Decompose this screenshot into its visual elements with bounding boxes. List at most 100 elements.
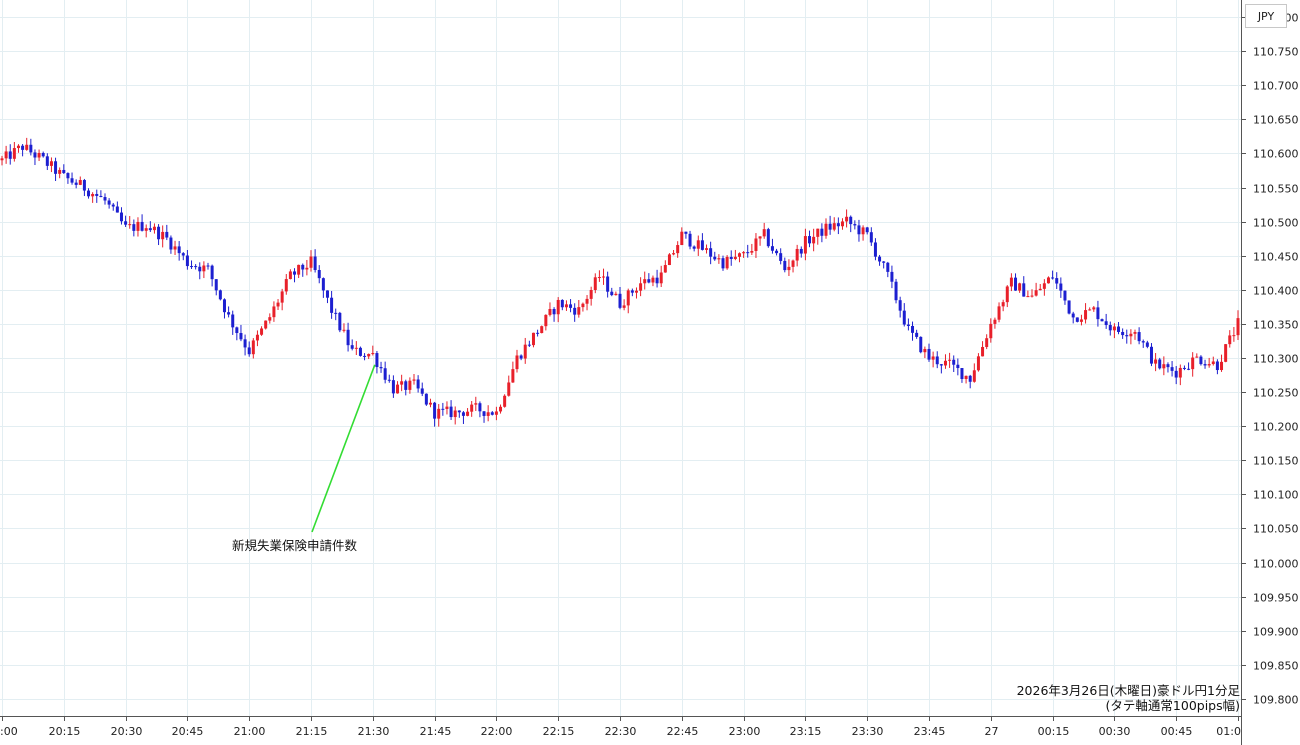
candle-body — [124, 221, 128, 225]
candle-body — [210, 265, 214, 280]
candle-body — [457, 410, 461, 413]
candle-body — [630, 290, 634, 293]
candle-body — [733, 256, 737, 259]
price-tick-label: 110.200 — [1253, 421, 1299, 434]
candle-body — [783, 260, 787, 271]
candle-body — [400, 381, 404, 385]
time-tick-label: 20:45 — [172, 725, 204, 738]
time-tick-label: 23:30 — [852, 725, 884, 738]
chart-subtitle: (タテ軸通常100pips幅) — [1105, 698, 1240, 713]
candle-body — [692, 246, 696, 249]
candle-body — [1137, 332, 1141, 342]
candle-body — [902, 310, 906, 325]
candle-body — [836, 223, 840, 227]
candle-body — [173, 246, 177, 250]
candle-body — [935, 356, 939, 365]
candle-body — [461, 412, 465, 416]
candle-body — [688, 233, 692, 247]
candle-body — [779, 253, 783, 261]
candle-body — [494, 411, 498, 415]
candle-body — [1121, 331, 1125, 336]
candle-body — [391, 380, 395, 394]
candle-body — [441, 408, 445, 410]
candle-body — [737, 253, 741, 257]
candle-body — [1195, 356, 1199, 358]
candle-body — [1224, 344, 1228, 362]
currency-label[interactable]: JPY — [1245, 4, 1287, 28]
candle-body — [639, 283, 643, 291]
candle-body — [264, 320, 268, 329]
candle-body — [762, 229, 766, 237]
candle-body — [1051, 277, 1055, 279]
candle-body — [433, 402, 437, 419]
candle-body — [507, 382, 511, 396]
candle-body — [293, 271, 297, 275]
candle-body — [865, 227, 869, 233]
candle-body — [1092, 307, 1096, 310]
time-tick-label: :00 — [0, 725, 18, 738]
time-tick-label: 00:15 — [1038, 725, 1070, 738]
candle-body — [602, 276, 606, 278]
candle-body — [321, 278, 325, 291]
price-tick-label: 110.550 — [1253, 183, 1299, 196]
candle-body — [968, 375, 972, 382]
candle-body — [1067, 300, 1071, 314]
candle-body — [927, 348, 931, 360]
candle-body — [33, 152, 37, 158]
time-tick-label: 21:30 — [358, 725, 390, 738]
candle-body — [569, 304, 573, 308]
candle-body — [1154, 359, 1158, 364]
candle-body — [857, 225, 861, 235]
candle-body — [276, 302, 280, 307]
candle-body — [1232, 335, 1236, 337]
candle-body — [898, 300, 902, 311]
price-tick-label: 109.900 — [1253, 626, 1299, 639]
price-tick-label: 109.800 — [1253, 694, 1299, 707]
candle-body — [358, 347, 362, 356]
candle-body — [729, 256, 733, 259]
candle-body — [1059, 283, 1063, 291]
candle-body — [626, 290, 630, 306]
candle-body — [746, 252, 750, 254]
candle-body — [705, 248, 709, 250]
candle-body — [647, 279, 651, 283]
candle-body — [696, 240, 700, 249]
candle-body — [284, 279, 288, 292]
candle-body — [919, 336, 923, 353]
candle-body — [1178, 367, 1182, 378]
candle-body — [939, 364, 943, 366]
candle-body — [849, 216, 853, 225]
candle-body — [185, 255, 189, 267]
candle-body — [536, 332, 540, 334]
price-axis: 110.800110.750110.700110.650110.600110.5… — [1241, 12, 1299, 707]
candle-body — [1014, 277, 1018, 291]
candle-body — [803, 236, 807, 254]
candle-body — [1199, 356, 1203, 365]
candle-body — [972, 370, 976, 382]
candle-body — [325, 290, 329, 298]
price-tick-label: 110.450 — [1253, 251, 1299, 264]
candle-body — [552, 308, 556, 315]
candle-body — [651, 277, 655, 283]
candle-body — [111, 204, 115, 207]
candle-body — [1133, 332, 1137, 334]
candle-body — [985, 338, 989, 347]
candle-body — [886, 262, 890, 272]
candle-body — [453, 410, 457, 418]
candle-body — [1112, 326, 1116, 331]
candle-body — [515, 355, 519, 370]
candle-body — [911, 325, 915, 333]
candle-body — [119, 212, 123, 222]
candle-body — [1075, 317, 1079, 322]
candle-body — [466, 411, 470, 416]
candle-body — [721, 258, 725, 269]
candle-body — [140, 221, 144, 231]
candle-body — [1096, 307, 1100, 320]
candle-body — [606, 276, 610, 292]
candle-body — [1125, 335, 1129, 337]
candle-body — [305, 267, 309, 270]
candle-body — [177, 246, 181, 254]
candle-body — [770, 246, 774, 251]
candle-body — [878, 256, 882, 262]
candle-body — [1100, 319, 1104, 322]
